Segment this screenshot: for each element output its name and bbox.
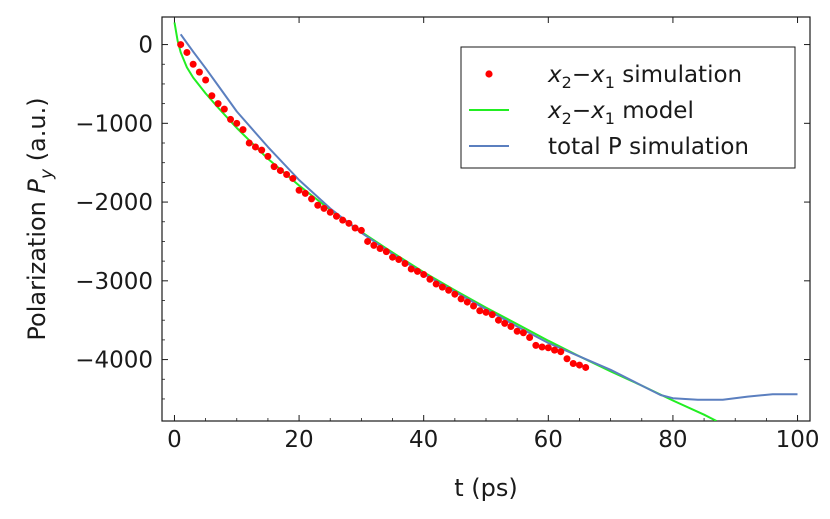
data-point bbox=[507, 322, 515, 330]
data-point bbox=[395, 256, 403, 264]
data-point bbox=[320, 204, 328, 212]
data-point bbox=[526, 334, 534, 342]
data-point bbox=[233, 119, 241, 127]
x-axis-ticks: 0 20 40 60 80 100 bbox=[167, 17, 819, 453]
data-point bbox=[463, 298, 471, 306]
data-point bbox=[214, 100, 222, 108]
x-axis-label: t (ps) bbox=[454, 474, 518, 502]
y-axis-ticks: 0 −1000 −2000 −3000 −4000 bbox=[75, 33, 810, 400]
data-point bbox=[308, 195, 316, 203]
data-point bbox=[251, 143, 259, 151]
data-point bbox=[457, 295, 465, 303]
data-point bbox=[220, 105, 228, 113]
data-point bbox=[488, 311, 496, 319]
data-point bbox=[401, 259, 409, 267]
data-point bbox=[382, 248, 390, 256]
y-tick-label: −4000 bbox=[75, 348, 153, 374]
legend-label-total: total P simulation bbox=[548, 134, 749, 160]
x-tick-label: 60 bbox=[534, 427, 563, 453]
data-point bbox=[376, 245, 384, 253]
data-point bbox=[183, 48, 191, 56]
data-point bbox=[569, 360, 577, 368]
data-point bbox=[551, 346, 559, 354]
x-tick-label: 0 bbox=[167, 427, 182, 453]
data-point bbox=[189, 60, 197, 68]
data-point bbox=[438, 283, 446, 291]
data-point bbox=[575, 361, 583, 369]
data-point bbox=[557, 348, 565, 356]
data-point bbox=[270, 163, 278, 171]
x-tick-label: 100 bbox=[776, 427, 820, 453]
data-point bbox=[283, 171, 291, 179]
data-point bbox=[326, 208, 334, 216]
data-point bbox=[351, 224, 359, 232]
data-point bbox=[295, 186, 303, 194]
data-point bbox=[582, 363, 590, 371]
data-point bbox=[370, 241, 378, 249]
y-axis-label: Polarization Py (a.u.) bbox=[23, 97, 57, 340]
data-point bbox=[413, 267, 421, 275]
data-point bbox=[364, 237, 372, 245]
data-point bbox=[501, 319, 509, 327]
data-point bbox=[345, 219, 353, 227]
data-point bbox=[195, 68, 203, 76]
data-point bbox=[432, 280, 440, 288]
data-point bbox=[451, 290, 459, 298]
data-point bbox=[202, 76, 210, 84]
data-point bbox=[513, 327, 521, 335]
data-point bbox=[339, 216, 347, 224]
data-point bbox=[407, 265, 415, 273]
data-point bbox=[264, 152, 272, 160]
y-tick-label: −1000 bbox=[75, 111, 153, 137]
data-point bbox=[482, 308, 490, 316]
x-tick-label: 20 bbox=[284, 427, 313, 453]
data-point bbox=[389, 253, 397, 261]
data-point bbox=[519, 329, 527, 337]
data-point bbox=[208, 92, 216, 100]
y-tick-label: −3000 bbox=[75, 269, 153, 295]
data-point bbox=[563, 355, 571, 363]
data-point bbox=[544, 344, 552, 352]
data-point bbox=[289, 174, 297, 182]
data-point bbox=[538, 343, 546, 351]
legend-label-model: x2−x1 model bbox=[547, 98, 694, 128]
data-point bbox=[420, 271, 428, 279]
data-point bbox=[494, 316, 502, 324]
data-point bbox=[532, 341, 540, 349]
data-point bbox=[426, 275, 434, 283]
legend-label-simulation: x2−x1 simulation bbox=[547, 62, 742, 92]
data-point bbox=[332, 212, 340, 220]
data-point bbox=[239, 126, 247, 134]
data-point bbox=[177, 41, 185, 49]
data-point bbox=[301, 189, 309, 197]
x-tick-label: 80 bbox=[658, 427, 687, 453]
y-tick-label: −2000 bbox=[75, 190, 153, 216]
y-tick-label: 0 bbox=[138, 33, 153, 59]
legend-marker-simulation bbox=[485, 70, 493, 78]
data-point bbox=[476, 307, 484, 315]
data-point bbox=[314, 201, 322, 209]
data-point bbox=[227, 115, 235, 123]
data-point bbox=[470, 302, 478, 310]
data-point bbox=[258, 146, 266, 154]
data-point bbox=[357, 226, 365, 234]
data-point bbox=[245, 139, 253, 147]
data-point bbox=[445, 286, 453, 294]
series-layer bbox=[173, 22, 798, 421]
legend-box bbox=[460, 46, 796, 169]
x-tick-label: 40 bbox=[409, 427, 438, 453]
legend: x2−x1 simulation x2−x1 model total P sim… bbox=[460, 46, 796, 169]
data-point bbox=[276, 167, 284, 175]
